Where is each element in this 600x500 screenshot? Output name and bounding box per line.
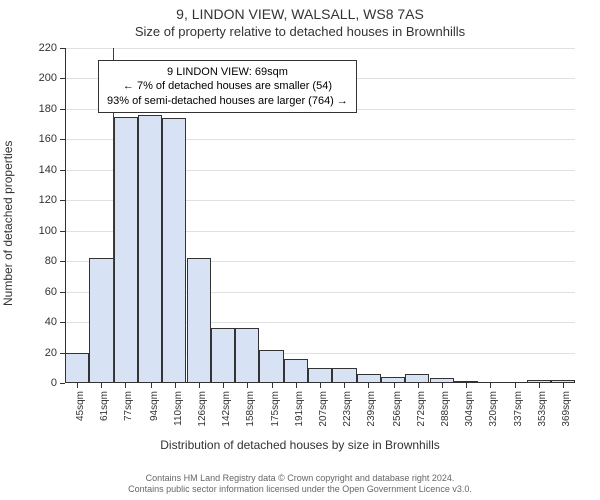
- footer-text: Contains HM Land Registry data © Crown c…: [0, 473, 600, 496]
- y-axis: [65, 48, 66, 383]
- ytick-label: 200: [31, 72, 57, 84]
- xtick-mark: [151, 383, 152, 388]
- y-axis-label: Number of detached properties: [1, 140, 15, 305]
- annotation-line3: 93% of semi-detached houses are larger (…: [107, 94, 348, 108]
- xtick-label: 142sqm: [221, 391, 232, 427]
- ytick-label: 40: [31, 316, 57, 328]
- annotation-line2: ← 7% of detached houses are smaller (54): [107, 79, 348, 93]
- ytick-label: 20: [31, 347, 57, 359]
- xtick-label: 126sqm: [197, 391, 208, 427]
- x-axis-label: Distribution of detached houses by size …: [0, 438, 600, 452]
- xtick-mark: [199, 383, 200, 388]
- histogram-bar: [332, 368, 356, 383]
- xtick-label: 94sqm: [149, 391, 160, 421]
- xtick-mark: [272, 383, 273, 388]
- xtick-mark: [563, 383, 564, 388]
- ytick-label: 80: [31, 255, 57, 267]
- ytick-label: 220: [31, 42, 57, 54]
- page-subtitle: Size of property relative to detached ho…: [0, 22, 600, 39]
- ytick-label: 180: [31, 103, 57, 115]
- grid-line: [65, 48, 575, 49]
- xtick-mark: [77, 383, 78, 388]
- xtick-mark: [394, 383, 395, 388]
- ytick-label: 140: [31, 164, 57, 176]
- xtick-label: 223sqm: [342, 391, 353, 427]
- xtick-mark: [125, 383, 126, 388]
- xtick-label: 61sqm: [99, 391, 110, 421]
- xtick-label: 191sqm: [294, 391, 305, 427]
- xtick-mark: [344, 383, 345, 388]
- xtick-label: 353sqm: [537, 391, 548, 427]
- xtick-label: 256sqm: [392, 391, 403, 427]
- xtick-label: 239sqm: [366, 391, 377, 427]
- xtick-label: 288sqm: [440, 391, 451, 427]
- xtick-label: 110sqm: [173, 391, 184, 426]
- xtick-label: 45sqm: [75, 391, 86, 421]
- xtick-mark: [101, 383, 102, 388]
- xtick-label: 207sqm: [318, 391, 329, 427]
- footer-line1: Contains HM Land Registry data © Crown c…: [0, 473, 600, 485]
- annotation-box: 9 LINDON VIEW: 69sqm ← 7% of detached ho…: [98, 60, 357, 113]
- xtick-mark: [515, 383, 516, 388]
- xtick-mark: [223, 383, 224, 388]
- histogram-bar: [114, 117, 138, 383]
- xtick-mark: [320, 383, 321, 388]
- xtick-mark: [539, 383, 540, 388]
- annotation-line1: 9 LINDON VIEW: 69sqm: [107, 65, 348, 79]
- histogram-bar: [187, 258, 211, 383]
- histogram-bar: [235, 328, 259, 383]
- xtick-label: 77sqm: [123, 391, 134, 421]
- xtick-label: 272sqm: [416, 391, 427, 427]
- xtick-mark: [368, 383, 369, 388]
- histogram-bar: [89, 258, 113, 383]
- ytick-label: 120: [31, 194, 57, 206]
- xtick-label: 175sqm: [270, 391, 281, 427]
- xtick-label: 320sqm: [488, 391, 499, 427]
- xtick-mark: [418, 383, 419, 388]
- histogram-bar: [308, 368, 332, 383]
- page-title: 9, LINDON VIEW, WALSALL, WS8 7AS: [0, 0, 600, 22]
- footer-line2: Contains public sector information licen…: [0, 484, 600, 496]
- xtick-label: 369sqm: [561, 391, 572, 427]
- histogram-bar: [259, 350, 283, 384]
- histogram-bar: [162, 118, 186, 383]
- ytick-label: 100: [31, 225, 57, 237]
- ytick-label: 60: [31, 286, 57, 298]
- xtick-mark: [466, 383, 467, 388]
- histogram-bar: [284, 359, 308, 383]
- ytick-label: 160: [31, 133, 57, 145]
- histogram-bar: [65, 353, 89, 383]
- xtick-mark: [490, 383, 491, 388]
- histogram-bar: [211, 328, 235, 383]
- ytick-mark: [60, 383, 65, 384]
- xtick-label: 337sqm: [513, 391, 524, 427]
- xtick-mark: [296, 383, 297, 388]
- xtick-mark: [247, 383, 248, 388]
- xtick-mark: [442, 383, 443, 388]
- xtick-label: 304sqm: [464, 391, 475, 427]
- xtick-mark: [175, 383, 176, 388]
- histogram-bar: [138, 115, 162, 383]
- xtick-label: 158sqm: [245, 391, 256, 427]
- ytick-label: 0: [31, 377, 57, 389]
